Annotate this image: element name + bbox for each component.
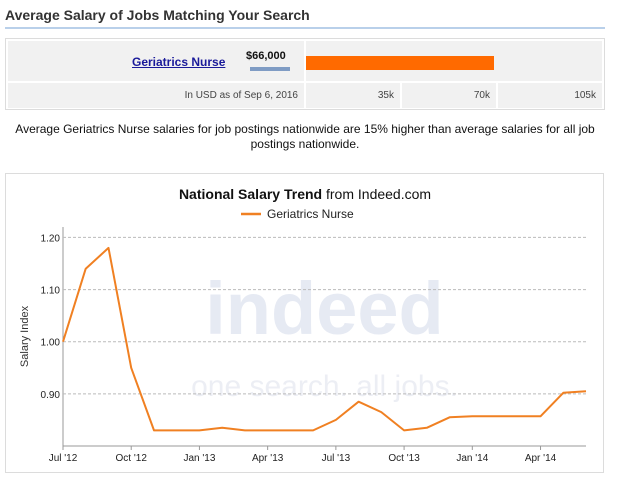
y-tick-label: 0.90 xyxy=(41,390,61,401)
chart-title: National Salary Trend from Indeed.com xyxy=(179,186,431,202)
salary-bar xyxy=(306,56,494,70)
job-title-link[interactable]: Geriatrics Nurse xyxy=(132,55,226,69)
series-line-geriatrics-nurse xyxy=(62,246,587,432)
chart-title-suffix: from Indeed.com xyxy=(326,186,431,202)
salary-panel: Geriatrics Nurse $66,000 In USD as of Se… xyxy=(5,38,605,110)
scale-tick-label: 35k xyxy=(377,90,394,101)
salary-name-cell: Geriatrics Nurse $66,000 xyxy=(8,41,304,81)
y-tick-label: 1.10 xyxy=(41,286,61,297)
y-axis-label: Salary Index xyxy=(19,305,31,367)
scale-cell-1: 35k xyxy=(306,83,400,108)
x-tick-label: Apr '13 xyxy=(252,453,284,464)
x-tick-label: Jul '12 xyxy=(49,453,78,464)
x-tick-label: Jan '14 xyxy=(456,453,488,464)
watermark-brand: indeed xyxy=(205,267,443,350)
x-tick-label: Jul '13 xyxy=(322,453,351,464)
scale-cell-3: 105k xyxy=(498,83,602,108)
watermark-tagline: one search. all jobs. xyxy=(191,370,458,403)
currency-note: In USD as of Sep 6, 2016 xyxy=(184,90,298,101)
chart-title-main: National Salary Trend xyxy=(179,186,326,202)
salary-description: Average Geriatrics Nurse salaries for jo… xyxy=(15,122,595,151)
salary-amount: $66,000 xyxy=(246,50,286,62)
salary-trend-chart: indeed one search. all jobs. 0.90 1.00 1.10 1… xyxy=(5,173,604,473)
scale-tick-label: 105k xyxy=(574,90,596,101)
currency-note-cell: In USD as of Sep 6, 2016 xyxy=(8,83,304,108)
x-tick-label: Apr '14 xyxy=(525,453,557,464)
salary-bar-cell xyxy=(306,41,602,81)
scale-tick-label: 70k xyxy=(473,90,490,101)
legend-label: Geriatrics Nurse xyxy=(267,207,354,221)
x-tick-label: Oct '12 xyxy=(116,453,148,464)
y-tick-label: 1.00 xyxy=(41,338,61,349)
salary-amount-underline xyxy=(250,67,290,71)
section-title: Average Salary of Jobs Matching Your Sea… xyxy=(5,7,605,29)
x-tick-label: Oct '13 xyxy=(388,453,420,464)
x-tick-label: Jan '13 xyxy=(183,453,215,464)
y-tick-label: 1.20 xyxy=(41,233,61,244)
scale-cell-2: 70k xyxy=(402,83,496,108)
chart-svg: indeed one search. all jobs. 0.90 1.00 1.10 1… xyxy=(19,186,587,464)
